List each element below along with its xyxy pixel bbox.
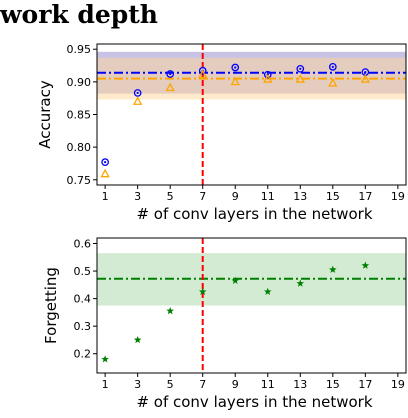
- data-point-series-1-8: [328, 62, 337, 71]
- x-tick-label: 5: [167, 190, 174, 203]
- data-point-series-1-2: [133, 89, 142, 97]
- y-axis-label: Forgetting: [42, 267, 60, 344]
- y-tick-label: 0.80: [67, 141, 92, 154]
- chart-panel-1: 1 3 5 7 9 11 13 15 17 190.750.800.850.900.95# of …: [36, 43, 407, 223]
- data-point-series-2-9: [360, 74, 371, 83]
- y-tick-label: 0.85: [67, 109, 92, 122]
- data-point-series-2-3: [165, 82, 175, 92]
- y-tick-label: 0.3: [74, 320, 92, 333]
- data-point-series-1-8: [329, 265, 337, 273]
- data-point-series-1-5: [231, 63, 240, 72]
- x-tick-label: 19: [391, 190, 405, 203]
- y-tick-label: 0.6: [74, 238, 92, 251]
- x-tick-label: 1: [102, 378, 109, 391]
- x-tick-label: 7: [199, 378, 206, 391]
- y-tick-label: 0.90: [67, 76, 92, 89]
- data-point-series-1-3: [166, 70, 175, 78]
- data-point-series-1-1: [101, 355, 109, 363]
- point-ring: [166, 70, 175, 78]
- x-tick-label: 3: [134, 378, 141, 391]
- data-point-series-2-8: [328, 78, 338, 87]
- x-tick-label: 11: [261, 378, 275, 391]
- x-tick-label: 13: [293, 378, 307, 391]
- data-point-series-1-6: [263, 287, 272, 295]
- x-tick-label: 1: [102, 190, 109, 203]
- point-ring: [101, 158, 109, 167]
- x-tick-label: 17: [358, 190, 372, 203]
- data-point-series-2-1: [100, 168, 110, 178]
- x-tick-label: 15: [326, 190, 340, 203]
- y-tick-label: 0.5: [74, 265, 92, 278]
- y-axis-label: Accuracy: [36, 80, 54, 149]
- x-tick-label: 9: [232, 190, 239, 203]
- x-tick-label: 7: [199, 190, 206, 203]
- data-point-series-2-6: [263, 74, 273, 83]
- point-center: [136, 91, 139, 95]
- x-tick-label: 17: [358, 378, 372, 391]
- x-tick-label: 5: [167, 378, 174, 391]
- point-center: [104, 161, 107, 164]
- data-point-series-1-2: [133, 335, 142, 344]
- data-point-series-1-4: [198, 287, 207, 295]
- axes-frame: [96, 237, 407, 374]
- data-point-series-1-1: [101, 158, 109, 167]
- y-tick-label: 0.2: [74, 348, 92, 361]
- point-center: [299, 67, 302, 70]
- data-point-series-1-7: [296, 64, 305, 73]
- data-point-series-2-7: [295, 74, 305, 83]
- data-point-series-1-7: [296, 279, 305, 287]
- point-center: [364, 70, 367, 74]
- x-tick-label: 15: [326, 378, 340, 391]
- x-axis-label: # of conv layers in the network: [136, 205, 372, 223]
- data-point-series-2-5: [230, 76, 240, 86]
- data-point-series-1-3: [166, 307, 174, 315]
- point-ring: [231, 63, 240, 72]
- data-point-series-1-5: [231, 276, 240, 284]
- y-tick-label: 0.75: [67, 174, 92, 187]
- point-ring: [133, 89, 142, 97]
- point-center: [234, 66, 237, 69]
- data-point-series-2-2: [132, 96, 143, 105]
- figure-heading: work depth: [0, 0, 158, 29]
- data-point-series-1-9: [361, 261, 370, 269]
- point-center: [169, 72, 172, 76]
- data-point-series-2-4: [198, 69, 208, 79]
- x-tick-label: 11: [261, 190, 275, 203]
- x-tick-label: 19: [391, 378, 405, 391]
- x-tick-label: 3: [134, 190, 141, 203]
- x-tick-label: 13: [293, 190, 307, 203]
- y-tick-label: 0.4: [74, 293, 92, 306]
- x-axis-label: # of conv layers in the network: [136, 393, 372, 411]
- chart-panel-2: 1 3 5 7 9 11 13 15 17 190.20.30.40.50.6# of conv …: [42, 237, 407, 411]
- point-ring: [296, 64, 305, 73]
- x-tick-label: 9: [232, 378, 239, 391]
- point-ring: [198, 66, 207, 75]
- y-tick-label: 0.95: [67, 43, 92, 56]
- point-center: [331, 65, 334, 68]
- point-ring: [263, 70, 272, 79]
- point-ring: [328, 62, 337, 71]
